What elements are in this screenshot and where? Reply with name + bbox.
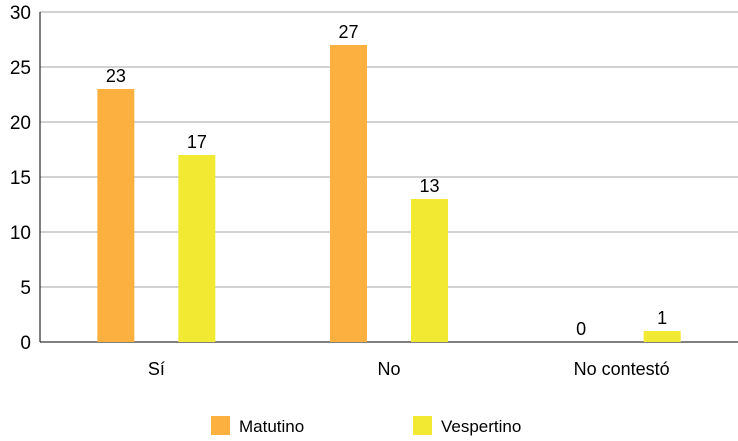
gridlines xyxy=(40,11,738,288)
legend: Matutino Vespertino xyxy=(211,416,521,436)
category-label: Sí xyxy=(148,359,165,379)
data-label: 1 xyxy=(657,308,667,328)
data-label: 13 xyxy=(419,176,439,196)
legend-swatch-matutino xyxy=(211,416,230,435)
y-tick-label: 30 xyxy=(10,3,31,24)
data-label: 0 xyxy=(576,319,586,339)
data-label: 17 xyxy=(187,132,207,152)
data-label: 23 xyxy=(106,66,126,86)
y-tick-label: 10 xyxy=(10,223,31,244)
category-label: No xyxy=(377,359,400,379)
data-labels: 23 17 27 13 0 1 xyxy=(106,22,667,339)
bar-vespertino xyxy=(411,199,448,342)
bars xyxy=(97,45,681,342)
data-label: 27 xyxy=(338,22,358,42)
category-label: No contestó xyxy=(574,359,670,379)
y-tick-label: 20 xyxy=(10,113,31,134)
legend-label: Vespertino xyxy=(441,417,521,436)
bar-vespertino xyxy=(643,331,681,342)
bar-matutino xyxy=(330,45,367,342)
legend-label: Matutino xyxy=(239,417,304,436)
bar-matutino xyxy=(97,89,135,342)
y-tick-label: 0 xyxy=(20,333,31,354)
bar-vespertino xyxy=(178,155,216,342)
legend-swatch-vespertino xyxy=(413,416,432,435)
y-tick-label: 25 xyxy=(10,58,31,79)
y-axis-ticks: 0 5 10 15 20 25 30 xyxy=(10,3,31,354)
y-tick-label: 15 xyxy=(10,168,31,189)
y-tick-label: 5 xyxy=(20,278,31,299)
category-labels: Sí No No contestó xyxy=(148,359,670,379)
